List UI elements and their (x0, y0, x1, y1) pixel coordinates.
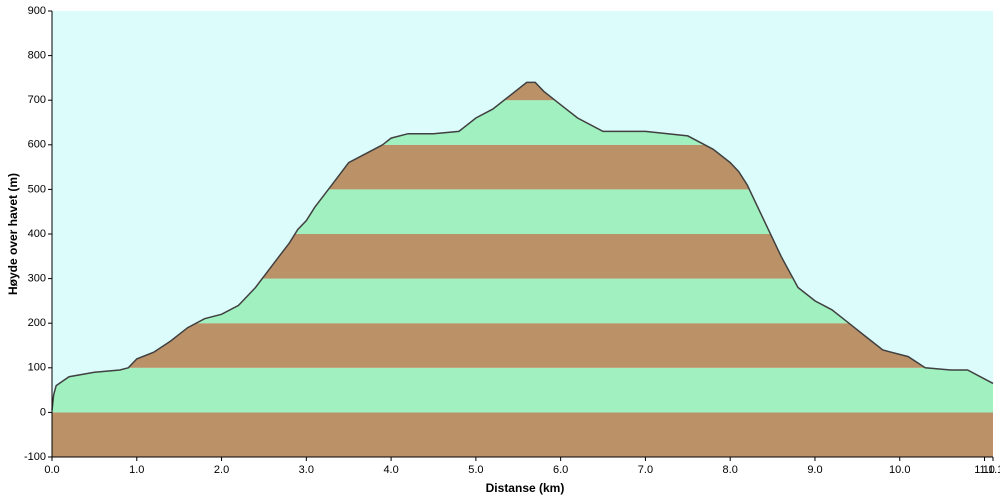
elevation-band (52, 412, 993, 457)
x-tick-label: 10.0 (889, 464, 910, 476)
profile-line (51, 81, 994, 411)
y-tick-label: 900 (28, 5, 46, 17)
x-tick-label: 11.1 (983, 464, 1000, 476)
x-tick-label: 3.0 (299, 464, 314, 476)
y-tick-label: 100 (28, 362, 46, 374)
y-tick-label: 800 (28, 50, 46, 62)
x-tick-label: 8.0 (723, 464, 738, 476)
elevation-band (52, 323, 993, 368)
x-tick-label: 2.0 (214, 464, 229, 476)
x-tick-label: 11.0 (974, 464, 995, 476)
x-tick-label: 5.0 (468, 464, 483, 476)
x-tick-label: 6.0 (553, 464, 568, 476)
y-tick-label: 300 (28, 273, 46, 285)
x-tick-label: 0.0 (44, 464, 59, 476)
y-axis-title: Høyde over havet (m) (6, 173, 20, 295)
y-tick-label: 0 (40, 406, 46, 418)
x-axis-title: Distanse (km) (486, 481, 565, 495)
y-tick-label: 600 (28, 139, 46, 151)
x-tick-label: 9.0 (807, 464, 822, 476)
x-tick-label: 1.0 (129, 464, 144, 476)
y-tick-label: -100 (24, 451, 46, 463)
elevation-band (52, 367, 993, 413)
y-tick-label: 700 (28, 94, 46, 106)
y-tick-label: 200 (28, 317, 46, 329)
y-tick-label: 500 (28, 183, 46, 195)
x-tick-label: 4.0 (383, 464, 398, 476)
y-tick-label: 400 (28, 228, 46, 240)
x-tick-label: 7.0 (638, 464, 653, 476)
